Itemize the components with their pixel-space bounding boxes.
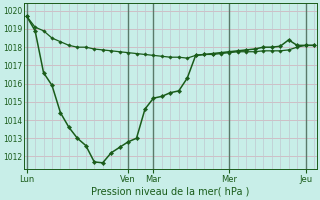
X-axis label: Pression niveau de la mer( hPa ): Pression niveau de la mer( hPa ): [91, 187, 250, 197]
